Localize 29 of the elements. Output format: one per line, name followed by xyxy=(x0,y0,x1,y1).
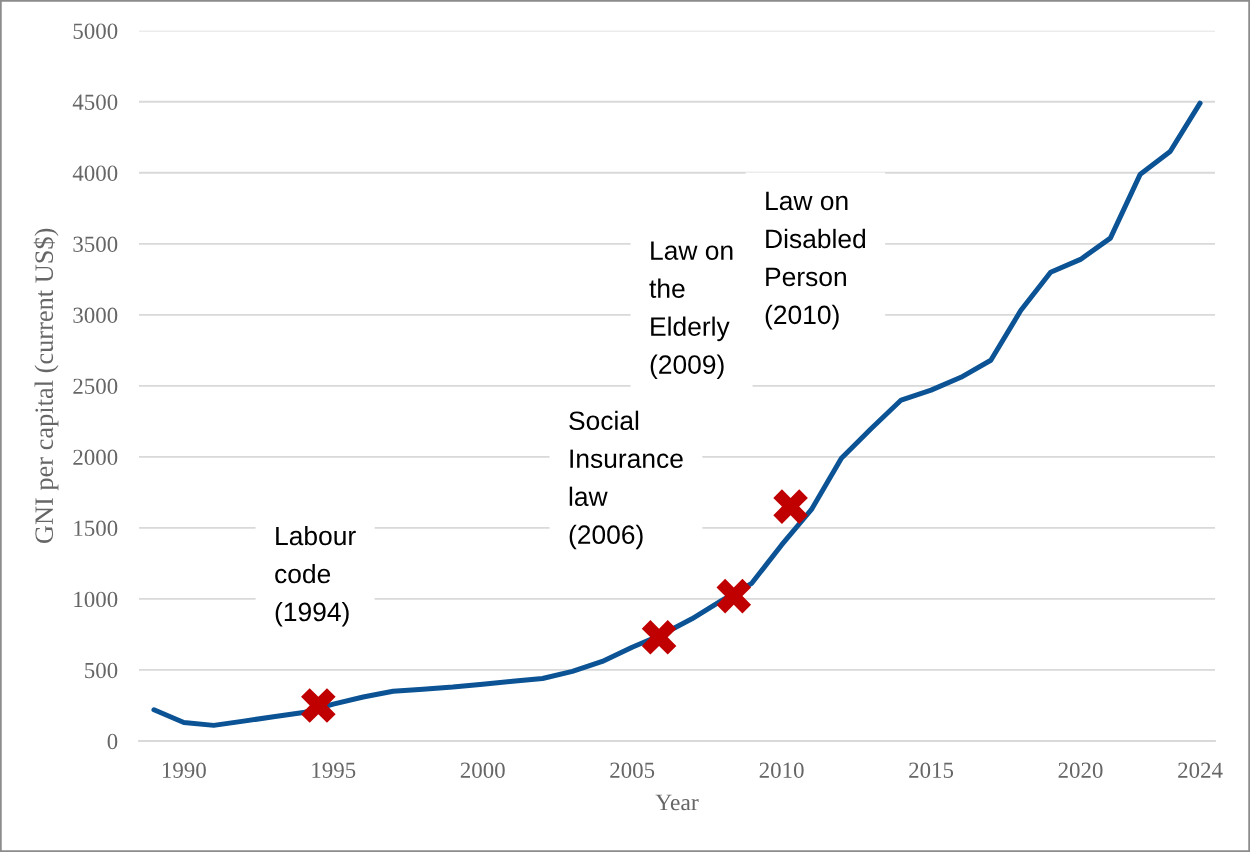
x-tick-label: 1995 xyxy=(312,762,356,778)
x-tick-label: 2015 xyxy=(909,762,954,778)
point xyxy=(716,578,752,614)
y-tick-label: 4500 xyxy=(72,94,118,110)
annotation: Labour code (1994) xyxy=(275,525,356,627)
y-tick-label: 1500 xyxy=(74,520,118,537)
annotation: Law on Disabled Person (2010) xyxy=(765,191,866,330)
y-tick-label: 3500 xyxy=(73,236,118,252)
y-axis-title: GNI per capital (current US$) xyxy=(33,228,59,544)
annotation: Law on the Elderly (2009) xyxy=(649,241,733,380)
x-tick-label: 2010 xyxy=(759,762,804,778)
y-tick-label: 500 xyxy=(85,662,118,679)
point xyxy=(773,489,808,524)
x-tick-label: 2020 xyxy=(1058,762,1103,778)
x-tick-label: 2000 xyxy=(460,762,505,778)
y-tick-label: 1000 xyxy=(74,591,118,608)
y-tick-label: 0 xyxy=(107,733,118,750)
y-tick-label: 2500 xyxy=(73,378,118,395)
x-tick-label: 2005 xyxy=(610,762,655,778)
y-tick-label: 4000 xyxy=(72,165,118,181)
point xyxy=(641,620,677,655)
y-tick-label: 3000 xyxy=(73,307,118,323)
x-tick-label: 1990 xyxy=(162,762,206,778)
y-tick-label: 2000 xyxy=(73,449,118,466)
x-tick-label: 2024 xyxy=(1178,762,1223,778)
x-axis-title: Year xyxy=(655,794,699,811)
y-tick-label: 5000 xyxy=(73,23,118,39)
annotation: Social Insurance law (2006) xyxy=(569,410,683,550)
point xyxy=(301,688,336,723)
